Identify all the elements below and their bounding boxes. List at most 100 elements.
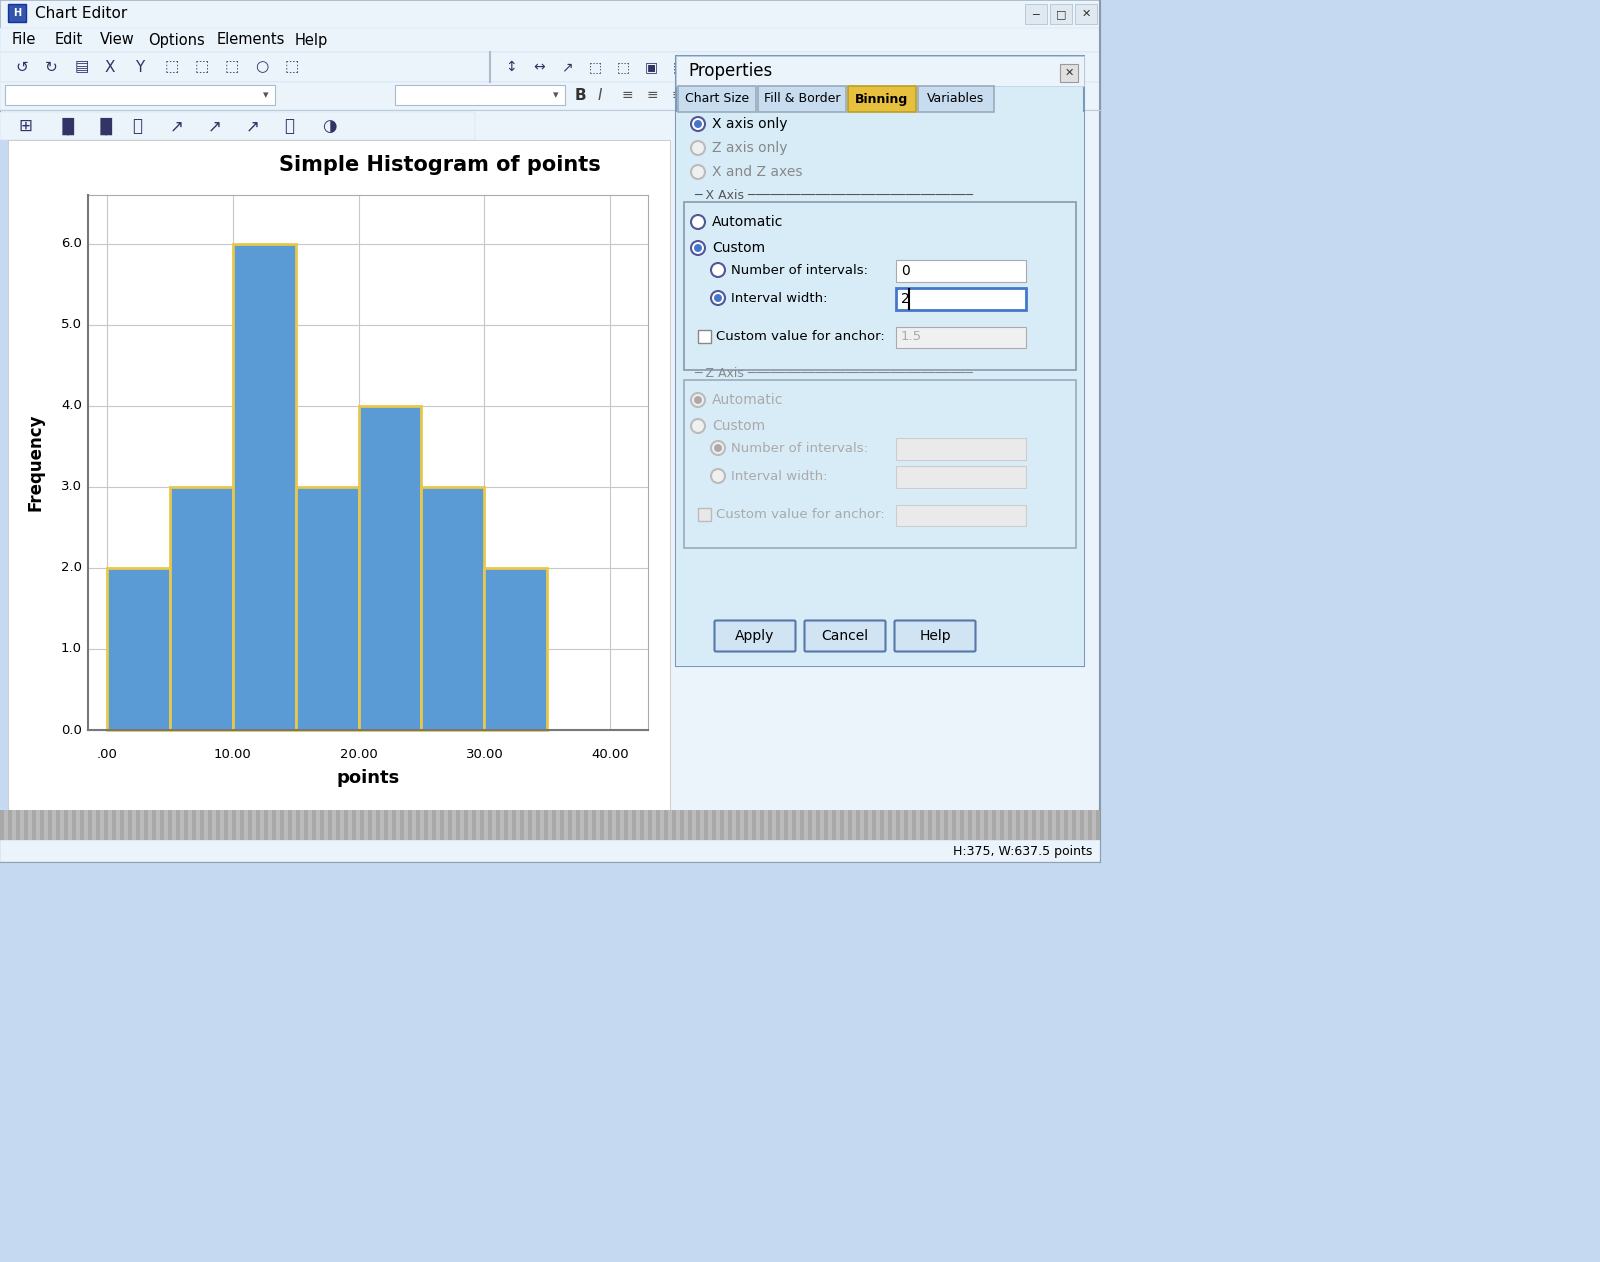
FancyBboxPatch shape (0, 0, 1101, 28)
Text: ▾: ▾ (554, 90, 558, 100)
FancyBboxPatch shape (358, 406, 421, 729)
Bar (632, 810, 637, 840)
Text: ↗: ↗ (170, 117, 184, 135)
Bar (1096, 810, 1101, 840)
Bar (504, 810, 509, 840)
Bar (776, 810, 781, 840)
Text: 0: 0 (901, 264, 910, 278)
Bar (1056, 810, 1059, 840)
Bar (800, 810, 805, 840)
FancyBboxPatch shape (675, 112, 1085, 666)
FancyBboxPatch shape (0, 140, 8, 810)
Bar (104, 810, 109, 840)
FancyBboxPatch shape (107, 568, 170, 729)
Bar (893, 810, 896, 840)
Bar (499, 810, 504, 840)
Bar (496, 810, 499, 840)
Text: ─: ─ (1032, 9, 1040, 19)
Bar (301, 810, 304, 840)
Bar (608, 810, 611, 840)
Bar (413, 810, 416, 840)
Text: 1.5: 1.5 (901, 331, 922, 343)
Bar (720, 810, 723, 840)
Bar (984, 810, 989, 840)
Bar (1043, 810, 1048, 840)
Bar (563, 810, 568, 840)
Bar (157, 810, 160, 840)
FancyBboxPatch shape (1026, 4, 1046, 24)
Text: Chart Editor: Chart Editor (35, 6, 128, 21)
Text: Edit: Edit (54, 33, 83, 48)
Bar (1048, 810, 1053, 840)
Bar (99, 810, 104, 840)
Bar (1008, 810, 1013, 840)
FancyBboxPatch shape (698, 509, 710, 521)
Text: ↗: ↗ (562, 61, 573, 74)
Bar (541, 810, 544, 840)
Bar (848, 810, 851, 840)
Bar (403, 810, 408, 840)
Text: ▐▌: ▐▌ (94, 117, 120, 135)
Text: X: X (106, 59, 115, 74)
Text: Simple Histogram of points: Simple Histogram of points (278, 155, 602, 175)
Text: ⬚: ⬚ (674, 61, 686, 74)
Text: Custom value for anchor:: Custom value for anchor: (717, 507, 885, 520)
Text: 3.0: 3.0 (61, 481, 82, 493)
Bar (749, 810, 752, 840)
Bar (752, 810, 757, 840)
Bar (872, 810, 877, 840)
Text: ▣: ▣ (645, 61, 658, 74)
Bar (899, 810, 904, 840)
FancyBboxPatch shape (675, 56, 1085, 666)
Bar (835, 810, 840, 840)
Bar (179, 810, 184, 840)
Bar (544, 810, 547, 840)
Bar (528, 810, 531, 840)
Text: Binning: Binning (856, 92, 909, 106)
Bar (707, 810, 712, 840)
Text: ○: ○ (254, 59, 269, 74)
FancyBboxPatch shape (485, 568, 547, 729)
Text: ─ Z Axis ──────────────────────────────: ─ Z Axis ────────────────────────────── (694, 367, 973, 380)
Bar (144, 810, 147, 840)
Bar (1059, 810, 1064, 840)
Text: ▐▌: ▐▌ (56, 117, 82, 135)
Bar (1027, 810, 1032, 840)
Bar (320, 810, 323, 840)
FancyBboxPatch shape (685, 202, 1075, 370)
Text: ↺: ↺ (14, 59, 27, 74)
Circle shape (691, 117, 706, 131)
Bar (376, 810, 381, 840)
Bar (1091, 810, 1096, 840)
Bar (1080, 810, 1085, 840)
Bar (336, 810, 339, 840)
Circle shape (710, 469, 725, 483)
Text: ⬚: ⬚ (195, 59, 210, 74)
Bar (304, 810, 307, 840)
Bar (88, 810, 93, 840)
Bar (397, 810, 400, 840)
Text: 2: 2 (901, 292, 910, 305)
Text: □: □ (1056, 9, 1066, 19)
Text: Fill & Border: Fill & Border (763, 92, 840, 106)
Bar (339, 810, 344, 840)
Bar (941, 810, 944, 840)
Text: ⌒: ⌒ (285, 117, 294, 135)
Text: .00: .00 (96, 748, 117, 761)
Text: Automatic: Automatic (712, 392, 784, 408)
Bar (48, 810, 51, 840)
Bar (992, 810, 995, 840)
Bar (573, 810, 576, 840)
Text: ↕: ↕ (506, 61, 517, 74)
Bar (925, 810, 928, 840)
Text: Y: Y (134, 59, 144, 74)
Bar (864, 810, 867, 840)
Circle shape (691, 419, 706, 433)
Circle shape (694, 120, 702, 127)
Bar (483, 810, 488, 840)
Text: Automatic: Automatic (712, 215, 784, 228)
Text: ▦: ▦ (701, 61, 714, 74)
Text: ◑: ◑ (322, 117, 336, 135)
Bar (688, 810, 691, 840)
Text: I: I (598, 87, 603, 102)
